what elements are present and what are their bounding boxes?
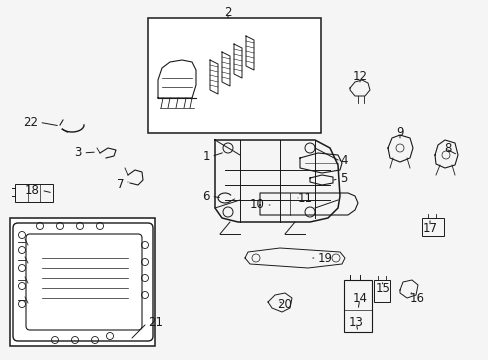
Text: 18: 18 <box>25 184 40 197</box>
Text: 12: 12 <box>352 71 367 84</box>
Text: 8: 8 <box>443 141 450 154</box>
Text: 3: 3 <box>75 147 82 159</box>
Text: 19: 19 <box>317 252 332 265</box>
Text: 20: 20 <box>277 298 292 311</box>
Text: 5: 5 <box>339 171 346 184</box>
Text: 21: 21 <box>148 315 163 328</box>
Text: 14: 14 <box>352 292 367 305</box>
Bar <box>15 184 53 202</box>
Text: 11: 11 <box>297 192 312 204</box>
Text: 10: 10 <box>250 198 264 211</box>
Text: 4: 4 <box>339 153 347 166</box>
Bar <box>10 218 155 346</box>
Text: 15: 15 <box>375 282 389 294</box>
Bar <box>421 218 443 236</box>
Text: 9: 9 <box>395 126 403 139</box>
Text: 2: 2 <box>224 5 231 18</box>
Bar <box>148 18 320 133</box>
Text: 7: 7 <box>117 179 125 192</box>
Text: 1: 1 <box>202 150 209 163</box>
Text: 6: 6 <box>202 189 209 202</box>
Bar <box>373 280 389 302</box>
Text: 22: 22 <box>23 116 38 129</box>
Bar <box>343 280 371 332</box>
Text: 13: 13 <box>348 315 363 328</box>
Text: 17: 17 <box>422 221 437 234</box>
Text: 16: 16 <box>409 292 424 305</box>
